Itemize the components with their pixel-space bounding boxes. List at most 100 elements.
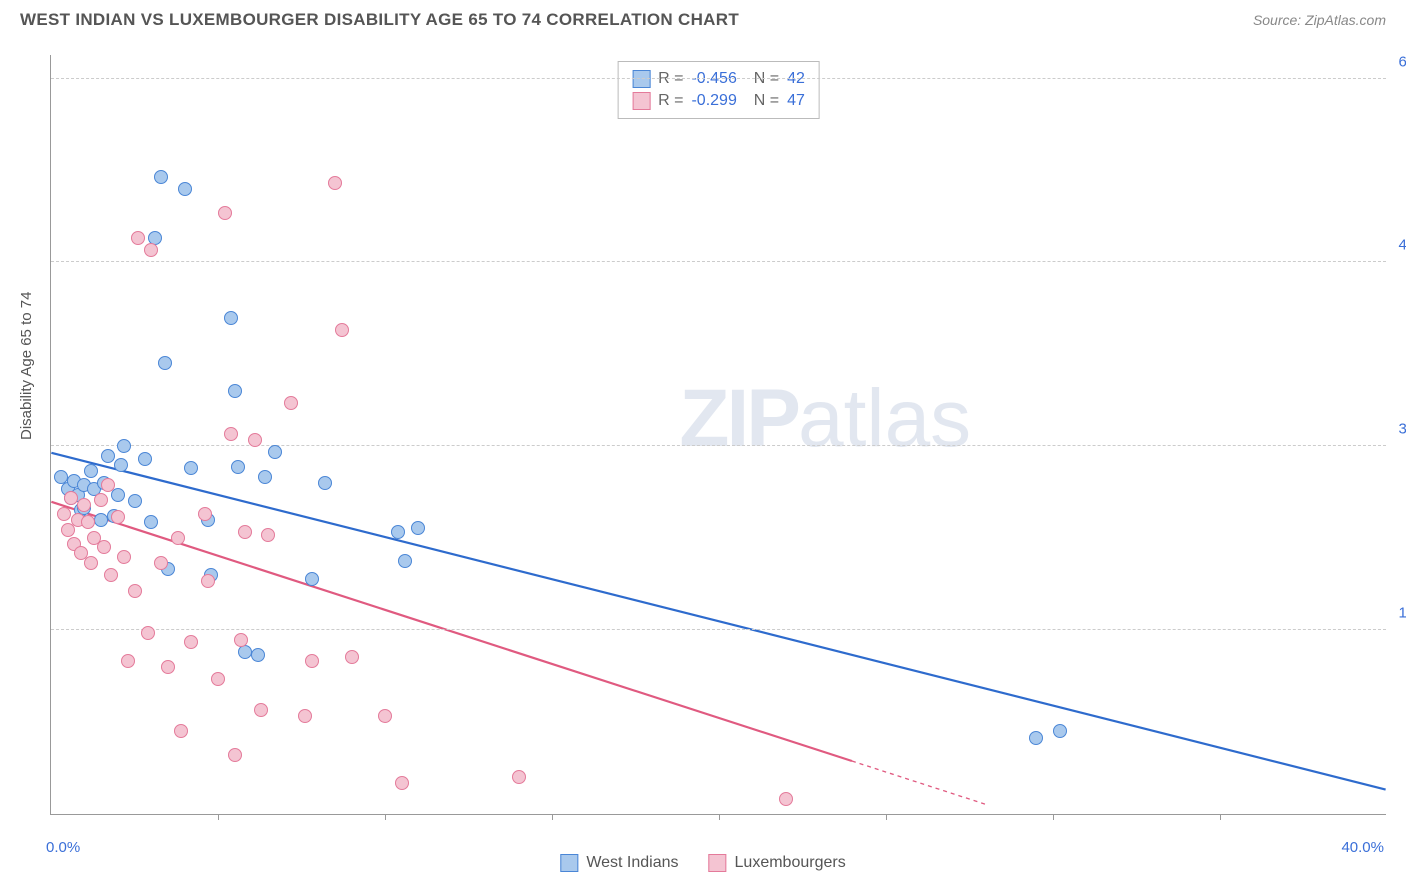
r-label: R = <box>658 70 683 88</box>
n-value: 42 <box>787 70 805 88</box>
scatter-point <box>335 323 349 337</box>
scatter-point <box>198 507 212 521</box>
scatter-point <box>258 470 272 484</box>
chart-plot-area: ZIPatlas R = -0.456 N = 42R = -0.299 N =… <box>50 55 1386 815</box>
scatter-point <box>111 510 125 524</box>
legend-item: Luxembourgers <box>709 854 846 872</box>
scatter-point <box>411 521 425 535</box>
x-max-label: 40.0% <box>1341 839 1384 856</box>
scatter-point <box>184 635 198 649</box>
y-tick-label: 30.0% <box>1398 421 1406 438</box>
scatter-point <box>101 478 115 492</box>
legend-item: West Indians <box>560 854 678 872</box>
scatter-point <box>238 645 252 659</box>
n-label: N = <box>745 92 779 110</box>
scatter-point <box>128 494 142 508</box>
y-axis-title: Disability Age 65 to 74 <box>18 292 35 440</box>
x-origin-label: 0.0% <box>46 839 80 856</box>
n-value: 47 <box>787 92 805 110</box>
scatter-point <box>298 709 312 723</box>
scatter-point <box>154 556 168 570</box>
scatter-point <box>248 433 262 447</box>
r-label: R = <box>658 92 683 110</box>
legend-label: Luxembourgers <box>735 854 846 872</box>
scatter-point <box>305 654 319 668</box>
correlation-row: R = -0.299 N = 47 <box>632 90 805 112</box>
scatter-point <box>84 464 98 478</box>
title-bar: WEST INDIAN VS LUXEMBOURGER DISABILITY A… <box>0 0 1406 36</box>
y-tick-label: 45.0% <box>1398 237 1406 254</box>
scatter-point <box>161 660 175 674</box>
x-tick <box>218 814 219 820</box>
scatter-point <box>64 491 78 505</box>
scatter-point <box>224 311 238 325</box>
x-tick <box>1053 814 1054 820</box>
scatter-point <box>251 648 265 662</box>
scatter-point <box>398 554 412 568</box>
scatter-point <box>1029 731 1043 745</box>
scatter-point <box>81 515 95 529</box>
correlation-legend: R = -0.456 N = 42R = -0.299 N = 47 <box>617 61 820 119</box>
scatter-point <box>114 458 128 472</box>
scatter-point <box>284 396 298 410</box>
x-tick <box>1220 814 1221 820</box>
scatter-point <box>228 384 242 398</box>
legend-label: West Indians <box>586 854 678 872</box>
scatter-point <box>171 531 185 545</box>
scatter-point <box>234 633 248 647</box>
x-tick <box>385 814 386 820</box>
scatter-point <box>395 776 409 790</box>
swatch-icon <box>632 70 650 88</box>
scatter-point <box>77 498 91 512</box>
scatter-point <box>174 724 188 738</box>
scatter-point <box>57 507 71 521</box>
scatter-point <box>318 476 332 490</box>
scatter-point <box>211 672 225 686</box>
n-label: N = <box>745 70 779 88</box>
swatch-icon <box>560 854 578 872</box>
scatter-point <box>305 572 319 586</box>
scatter-point <box>224 427 238 441</box>
scatter-point <box>141 626 155 640</box>
source-credit: Source: ZipAtlas.com <box>1253 12 1386 28</box>
scatter-point <box>117 439 131 453</box>
y-tick-label: 15.0% <box>1398 605 1406 622</box>
gridline <box>51 629 1386 630</box>
scatter-point <box>218 206 232 220</box>
scatter-point <box>138 452 152 466</box>
scatter-point <box>268 445 282 459</box>
chart-title: WEST INDIAN VS LUXEMBOURGER DISABILITY A… <box>20 10 739 30</box>
scatter-point <box>328 176 342 190</box>
scatter-point <box>254 703 268 717</box>
x-tick <box>552 814 553 820</box>
scatter-point <box>231 460 245 474</box>
gridline <box>51 261 1386 262</box>
x-tick <box>719 814 720 820</box>
scatter-point <box>128 584 142 598</box>
correlation-row: R = -0.456 N = 42 <box>632 68 805 90</box>
scatter-point <box>779 792 793 806</box>
scatter-point <box>378 709 392 723</box>
r-value: -0.456 <box>691 70 736 88</box>
swatch-icon <box>709 854 727 872</box>
swatch-icon <box>632 92 650 110</box>
scatter-point <box>84 556 98 570</box>
scatter-point <box>144 243 158 257</box>
scatter-point <box>228 748 242 762</box>
scatter-point <box>158 356 172 370</box>
x-tick <box>886 814 887 820</box>
scatter-point <box>131 231 145 245</box>
watermark: ZIPatlas <box>679 372 971 466</box>
scatter-point <box>111 488 125 502</box>
scatter-point <box>154 170 168 184</box>
scatter-point <box>94 493 108 507</box>
scatter-point <box>345 650 359 664</box>
scatter-point <box>238 525 252 539</box>
scatter-point <box>97 540 111 554</box>
scatter-point <box>121 654 135 668</box>
scatter-point <box>117 550 131 564</box>
series-legend: West Indians Luxembourgers <box>560 854 845 872</box>
r-value: -0.299 <box>691 92 736 110</box>
scatter-point <box>201 574 215 588</box>
y-tick-label: 60.0% <box>1398 53 1406 70</box>
